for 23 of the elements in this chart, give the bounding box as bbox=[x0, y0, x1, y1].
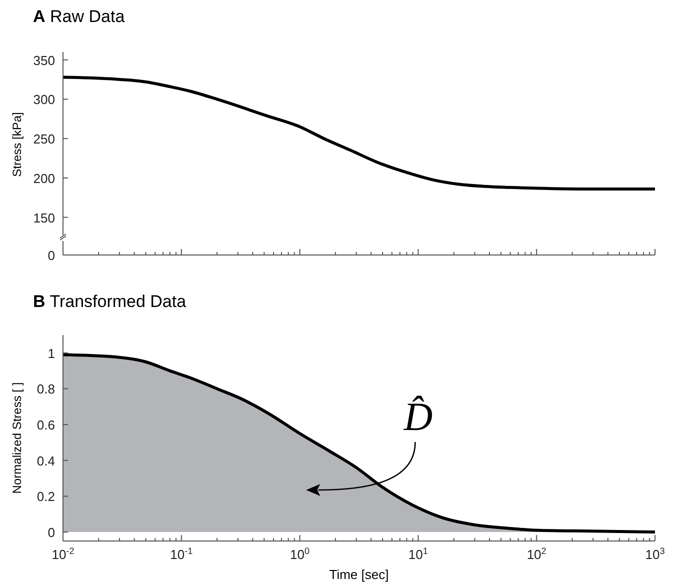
x-axis-title: Time [sec] bbox=[329, 567, 389, 582]
y-axis-title: Normalized Stress [ ] bbox=[10, 382, 24, 494]
x-tick-label: 10$^{-2}$ bbox=[52, 546, 74, 562]
y-tick-label: 250 bbox=[33, 132, 55, 147]
x-tick-label: 10$^{0}$ bbox=[290, 546, 310, 562]
y-tick-label: 300 bbox=[33, 92, 55, 108]
y-tick-label: 0.6 bbox=[36, 418, 55, 433]
y-tick-label: 1 bbox=[48, 346, 55, 361]
chart-title: B Transformed Data bbox=[33, 292, 187, 311]
annotation: D̂ bbox=[402, 394, 433, 439]
y-tick-label: 200 bbox=[33, 170, 55, 186]
y-tick-label: 0.4 bbox=[36, 453, 55, 468]
y-tick-label: 350 bbox=[33, 52, 55, 68]
y-tick-label: 0.8 bbox=[36, 382, 55, 397]
y-tick-label: 0.2 bbox=[36, 489, 55, 504]
x-tick-label: 10$^{-1}$ bbox=[170, 546, 193, 562]
y-tick-label: 0 bbox=[48, 525, 55, 540]
y-tick-label: 150 bbox=[33, 210, 55, 226]
y-axis-title: Stress [kPa] bbox=[10, 112, 24, 177]
x-tick-label: 10$^{1}$ bbox=[408, 546, 428, 562]
x-tick-label: 10$^{3}$ bbox=[645, 546, 665, 562]
x-tick-label: 10$^{2}$ bbox=[526, 546, 546, 562]
chart-title: A Raw Data bbox=[33, 7, 126, 26]
